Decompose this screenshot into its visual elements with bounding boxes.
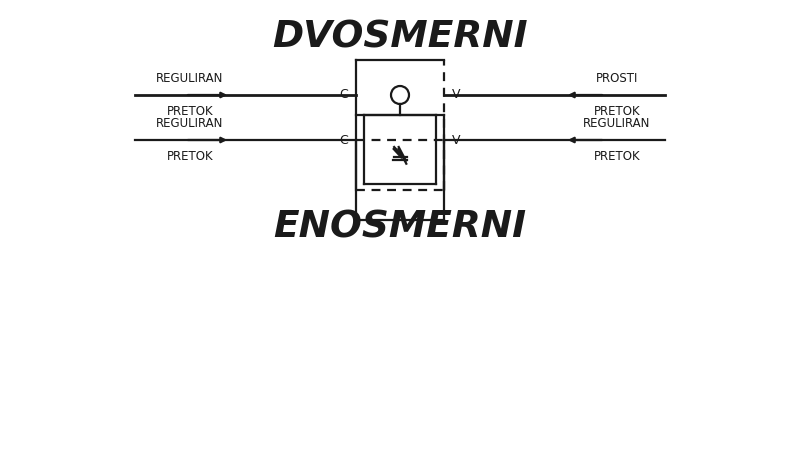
Text: REGULIRAN: REGULIRAN: [583, 117, 650, 130]
Text: V: V: [452, 134, 461, 147]
Text: ENOSMERNI: ENOSMERNI: [274, 210, 526, 246]
Text: PRETOK: PRETOK: [594, 150, 640, 163]
Text: PRETOK: PRETOK: [166, 105, 214, 118]
Text: REGULIRAN: REGULIRAN: [156, 117, 224, 130]
Text: DVOSMERNI: DVOSMERNI: [272, 20, 528, 56]
Text: PRETOK: PRETOK: [166, 150, 214, 163]
Text: V: V: [452, 89, 461, 102]
Text: PROSTI: PROSTI: [596, 72, 638, 85]
Text: REGULIRAN: REGULIRAN: [156, 72, 224, 85]
Text: PRETOK: PRETOK: [594, 105, 640, 118]
Text: C: C: [339, 134, 348, 147]
Text: C: C: [339, 89, 348, 102]
